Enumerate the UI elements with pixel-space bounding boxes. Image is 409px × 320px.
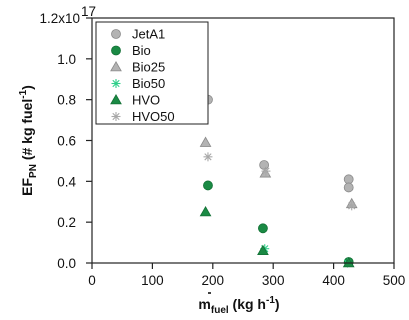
plot-frame [91,17,395,264]
legend-label-bio: Bio [132,43,151,58]
x-axis-title-sub: fuel [211,305,229,316]
legend-label-bio50: Bio50 [132,76,165,91]
x-tick-label: 0 [88,273,96,288]
y-axis-title-sub: PN [28,164,39,178]
legend-label-jeta1: JetA1 [132,27,165,42]
x-tick-label: 400 [322,273,345,288]
data-point-bio25 [199,136,212,147]
legend-marker-jeta1 [111,29,121,39]
x-tick-label: 500 [383,273,406,288]
data-point-jeta1 [343,182,354,193]
legend-label-hvo: HVO [132,93,160,108]
ticks-layer: 0 100 200 300 400 500 0.0 0.2 0.4 0.6 0.8 1.0 1.2x10… [39,4,405,288]
y-tick-label: 0.0 [57,256,76,271]
y-tick-label: 0.8 [57,93,76,108]
data-point-hvo50 [347,201,357,211]
data-point-hvo [342,257,355,268]
data-point-hvo50 [261,166,271,176]
x-axis-title-units-exp: -1 [266,295,275,306]
data-point-hvo [199,205,212,217]
y-tick-label: 1.0 [57,52,76,67]
y-axis-title-main: EF [19,178,35,196]
legend-marker-bio [111,45,121,56]
data-point-jeta1 [343,174,354,185]
marks-layer [199,94,358,268]
x-tick-label: 300 [262,273,285,288]
y-tick-label: 0.2 [57,215,76,230]
legend-marker-bio25 [110,61,122,72]
data-point-bio [203,180,213,191]
y-tick-label: 0.4 [57,174,76,189]
x-axis-title-units-open: (kg h [229,296,266,312]
y-tick-label: 0.6 [57,134,76,149]
y-axis-title: EFPN (# kg fuel-1) [18,85,39,196]
x-tick-label: 200 [202,273,225,288]
legend-marker-bio50 [111,79,121,88]
y-axis-title-units-open: (# kg fuel [19,99,35,164]
data-point-jeta1 [259,160,270,170]
x-axis-title-units-close: ) [275,296,280,312]
legend-marker-hvo [110,94,122,105]
data-point-hvo [257,244,269,256]
legend-label-bio25: Bio25 [132,60,165,75]
y-tick-label: 1.2x10 [39,11,80,26]
data-point-bio [258,223,268,234]
y-axis-title-units-exp: -1 [18,89,29,98]
y-axis-title-units-close: ) [19,85,35,90]
data-point-bio25 [259,167,272,178]
legend-label-hvo50: HVO50 [132,109,175,124]
x-axis-title: mfuel (kg h-1) [198,295,279,316]
y-scale-exponent: 17 [81,4,96,19]
x-tick-label: 100 [141,273,164,288]
data-point-hvo50 [203,152,213,162]
legend-box [95,21,209,125]
legend-marker-hvo50 [111,112,121,121]
x-axis-title-main: m [198,296,210,312]
